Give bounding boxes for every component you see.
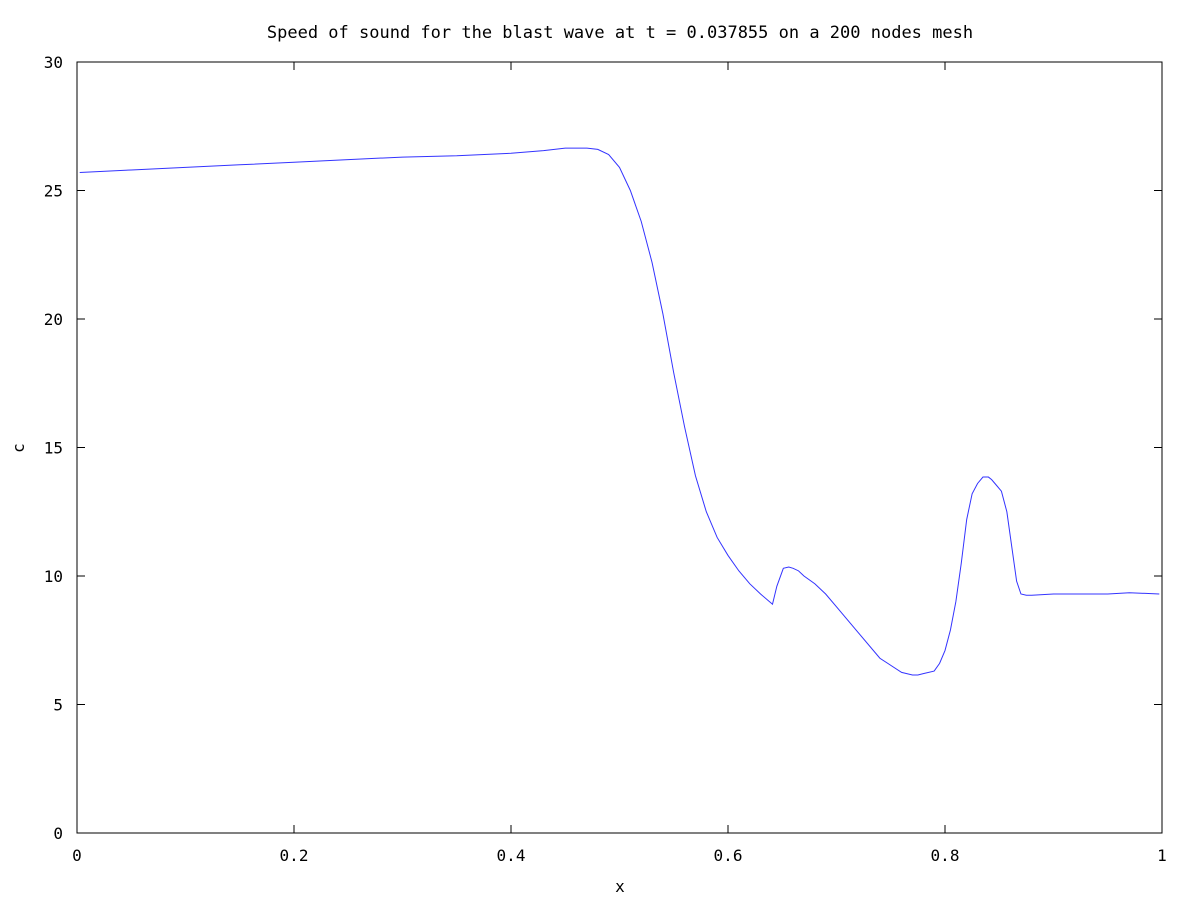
chart-title: Speed of sound for the blast wave at t =…	[267, 23, 973, 43]
y-tick-label: 20	[44, 310, 63, 329]
y-axis-ticks	[77, 61, 1162, 834]
plot-area-frame	[76, 61, 1163, 834]
y-tick-label: 5	[53, 696, 63, 715]
y-tick-label: 10	[44, 567, 63, 586]
series-line	[79, 147, 1160, 676]
y-tick-label: 30	[44, 53, 63, 72]
x-tick-label: 1	[1157, 846, 1167, 865]
y-tick-label: 15	[44, 439, 63, 458]
x-axis-tick-labels: 0 0.2 0.4 0.6 0.8 1	[72, 846, 1167, 865]
x-tick-label: 0.6	[714, 846, 743, 865]
x-axis-ticks	[76, 62, 1163, 833]
y-tick-label: 0	[53, 824, 63, 843]
x-tick-label: 0.8	[931, 846, 960, 865]
y-axis-label: c	[9, 443, 28, 453]
x-tick-label: 0.4	[497, 846, 526, 865]
x-tick-label: 0	[72, 846, 82, 865]
x-tick-label: 0.2	[280, 846, 309, 865]
y-tick-label: 25	[44, 182, 63, 201]
y-axis-tick-labels: 0 5 10 15 20 25 30	[44, 53, 63, 843]
x-axis-label: x	[615, 877, 625, 896]
